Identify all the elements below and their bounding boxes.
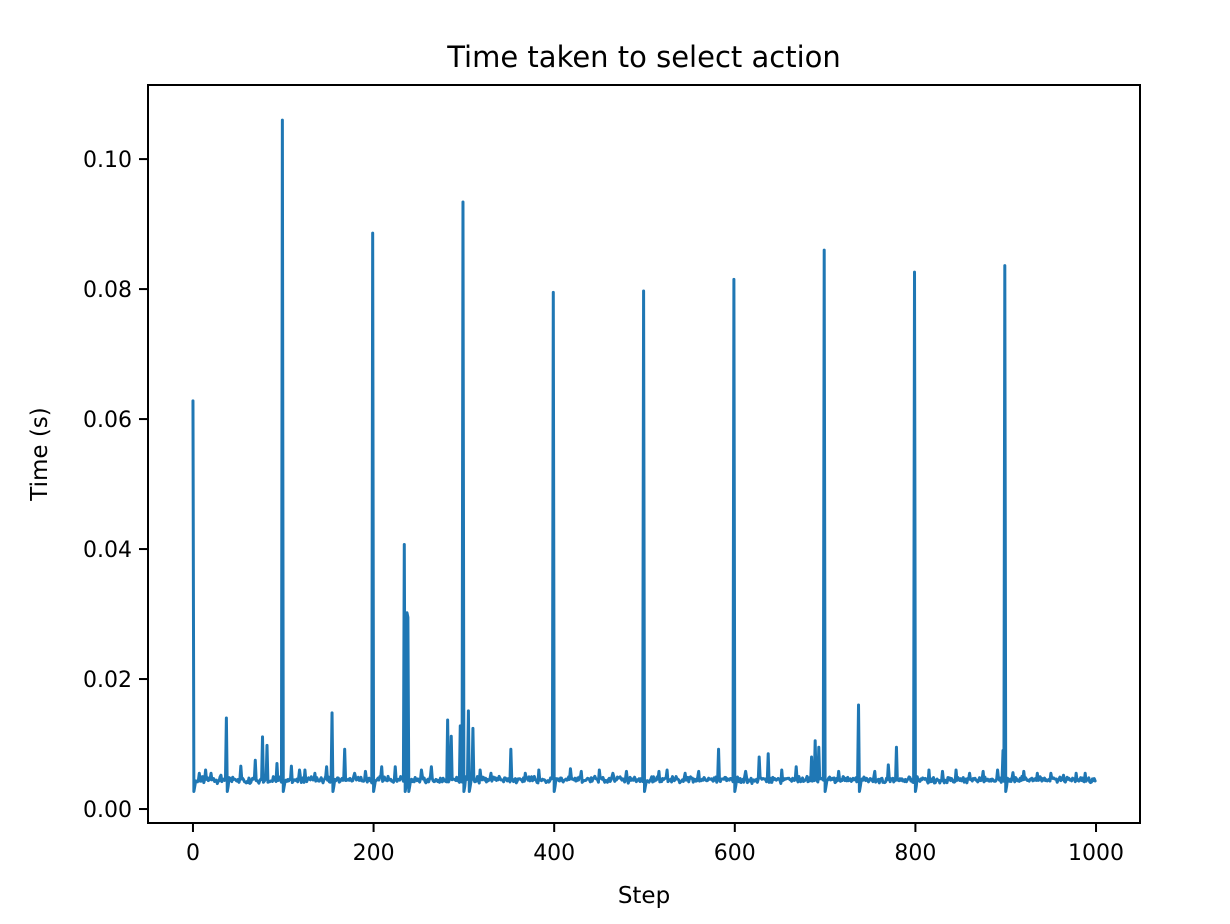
y-tick-label: 0.06 [83, 408, 132, 433]
y-tick-label: 0.10 [83, 148, 132, 173]
y-tick-label: 0.04 [83, 538, 132, 563]
x-tick-label: 600 [714, 841, 756, 866]
y-tick-label: 0.08 [83, 278, 132, 303]
y-axis-label: Time (s) [27, 407, 53, 501]
x-tick-label: 400 [533, 841, 575, 866]
x-tick-label: 1000 [1068, 841, 1124, 866]
y-tick-label: 0.00 [83, 798, 132, 823]
x-tick-label: 200 [353, 841, 395, 866]
y-tick-label: 0.02 [83, 668, 132, 693]
time-series-line [191, 118, 1097, 793]
chart-title: Time taken to select action [447, 40, 841, 74]
y-axis-ticks: 0.00 0.02 0.04 0.06 0.08 0.10 [83, 148, 148, 823]
x-tick-label: 800 [894, 841, 936, 866]
x-tick-label: 0 [186, 841, 200, 866]
x-axis-ticks: 0 200 400 600 800 1000 [186, 823, 1124, 866]
x-axis-label: Step [617, 883, 671, 909]
